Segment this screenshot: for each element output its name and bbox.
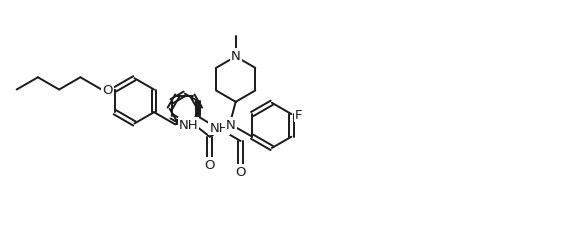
Text: NH: NH bbox=[209, 122, 229, 135]
Text: N: N bbox=[231, 50, 241, 63]
Text: O: O bbox=[235, 165, 246, 178]
Text: O: O bbox=[204, 158, 215, 171]
Text: F: F bbox=[295, 108, 302, 121]
Text: NH: NH bbox=[179, 119, 198, 131]
Text: N: N bbox=[226, 119, 236, 131]
Text: O: O bbox=[102, 84, 113, 97]
